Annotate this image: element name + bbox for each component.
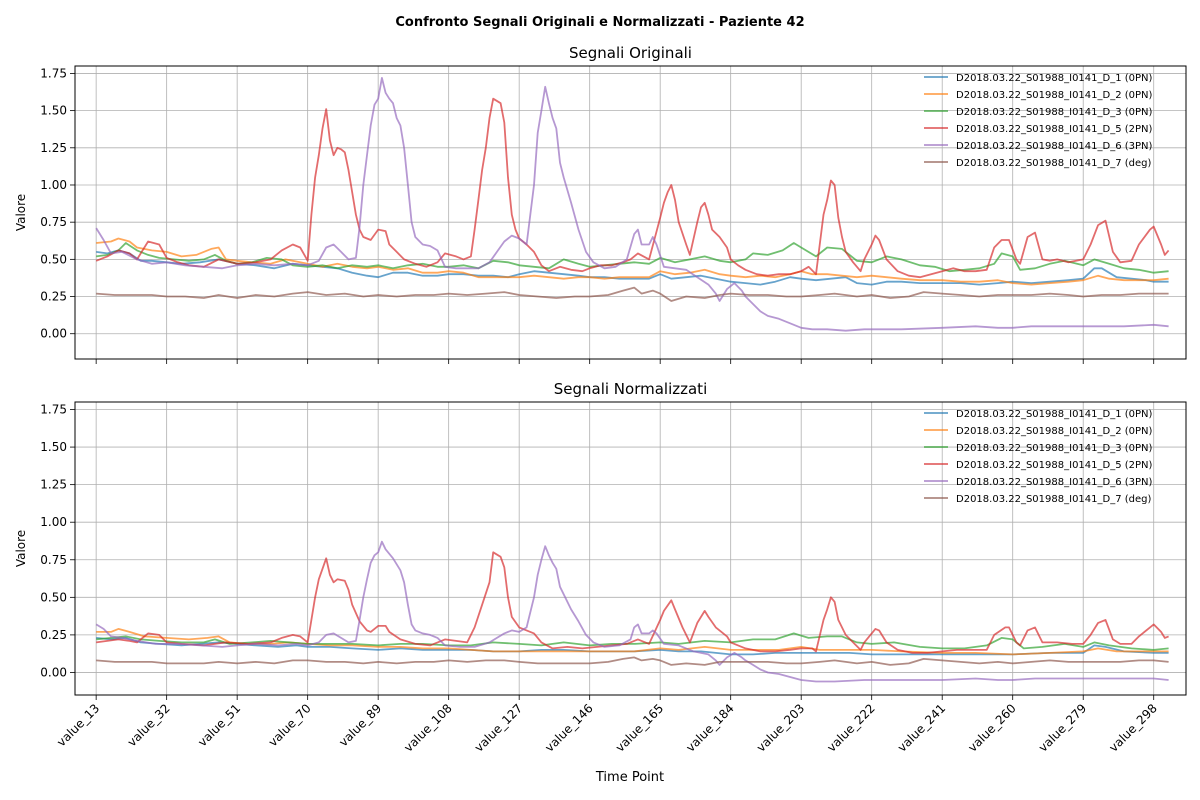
series-line xyxy=(96,632,1169,651)
x-tick-label: value_32 xyxy=(125,701,173,749)
legend-label: D2018.03.22_S01988_I0141_D_2 (0PN) xyxy=(956,426,1153,437)
series-line xyxy=(96,656,1169,666)
x-tick-label: value_70 xyxy=(266,701,314,749)
series-line xyxy=(96,551,1169,654)
legend-label: D2018.03.22_S01988_I0141_D_7 (deg) xyxy=(956,158,1152,169)
x-tick-label: value_260 xyxy=(965,701,1019,755)
x-tick-label: value_89 xyxy=(336,701,384,749)
series-line xyxy=(96,628,1169,656)
panel-title: Segnali Originali xyxy=(569,44,692,62)
x-tick-label: value_184 xyxy=(683,701,737,755)
plot-frame xyxy=(74,65,1187,360)
legend: D2018.03.22_S01988_I0141_D_1 (0PN) D2018.… xyxy=(924,73,1153,169)
legend-label: D2018.03.22_S01988_I0141_D_5 (2PN) xyxy=(956,124,1153,135)
x-tick-label: value_241 xyxy=(895,701,949,755)
y-tick-label: 0.25 xyxy=(40,290,67,304)
legend-label: D2018.03.22_S01988_I0141_D_6 (3PN) xyxy=(956,477,1153,488)
panel-normalized-signals: Segnali Normalizzati Valore 0.00 0.25 0.50 0.… xyxy=(14,380,1187,700)
series-line xyxy=(95,77,1169,332)
legend-label: D2018.03.22_S01988_I0141_D_3 (0PN) xyxy=(956,107,1153,118)
y-tick-label: 0.75 xyxy=(40,553,67,567)
grid: 0.00 0.25 0.50 0.75 1.00 1.25 1.50 1.75 xyxy=(40,66,1186,364)
y-tick-label: 0.75 xyxy=(40,215,67,229)
y-tick-label: 1.75 xyxy=(40,66,67,80)
y-tick-label: 1.50 xyxy=(40,440,67,454)
panel-title: Segnali Normalizzati xyxy=(554,380,708,398)
y-axis-label: Valore xyxy=(14,194,28,231)
x-tick-label: value_13 xyxy=(54,701,102,749)
series-line xyxy=(96,249,1169,286)
legend-label: D2018.03.22_S01988_I0141_D_5 (2PN) xyxy=(956,460,1153,471)
panel-original-signals: Segnali Originali Valore 0.00 0.25 0.50 0.75 1… xyxy=(14,44,1187,364)
x-tick-label: value_298 xyxy=(1106,701,1160,755)
y-tick-label: 0.50 xyxy=(40,252,67,266)
shared-x-axis: value_13 value_32 value_51 value_70 value_89… xyxy=(54,701,1160,755)
series-line xyxy=(96,286,1169,302)
x-tick-label: value_146 xyxy=(542,701,596,755)
legend-label: D2018.03.22_S01988_I0141_D_1 (0PN) xyxy=(956,409,1153,420)
y-tick-label: 1.25 xyxy=(40,478,67,492)
y-tick-label: 0.50 xyxy=(40,590,67,604)
legend-label: D2018.03.22_S01988_I0141_D_7 (deg) xyxy=(956,494,1152,505)
y-tick-label: 0.25 xyxy=(40,628,67,642)
series-line xyxy=(95,97,1170,279)
y-tick-label: 1.25 xyxy=(40,141,67,155)
legend-label: D2018.03.22_S01988_I0141_D_2 (0PN) xyxy=(956,90,1153,101)
series-line xyxy=(95,540,1169,683)
y-tick-label: 1.00 xyxy=(40,178,67,192)
x-tick-label: value_127 xyxy=(472,701,526,755)
legend-label: D2018.03.22_S01988_I0141_D_1 (0PN) xyxy=(956,73,1153,84)
series-lines xyxy=(95,540,1169,683)
x-axis-label: Time Point xyxy=(595,770,664,785)
plot-frame xyxy=(74,401,1187,696)
x-tick-label: value_203 xyxy=(754,701,808,755)
figure-suptitle: Confronto Segnali Originali e Normalizza… xyxy=(395,15,804,30)
legend-label: D2018.03.22_S01988_I0141_D_3 (0PN) xyxy=(956,443,1153,454)
legend-label: D2018.03.22_S01988_I0141_D_6 (3PN) xyxy=(956,141,1153,152)
y-tick-label: 0.00 xyxy=(40,327,67,341)
y-tick-label: 1.75 xyxy=(40,403,67,417)
legend: D2018.03.22_S01988_I0141_D_1 (0PN) D2018.… xyxy=(924,409,1153,505)
series-lines xyxy=(95,77,1170,332)
x-tick-label: value_51 xyxy=(195,701,243,749)
x-tick-label: value_222 xyxy=(824,701,878,755)
y-tick-label: 1.00 xyxy=(40,515,67,529)
y-tick-label: 0.00 xyxy=(40,665,67,679)
x-tick-label: value_279 xyxy=(1036,701,1090,755)
series-line xyxy=(96,237,1169,286)
y-axis-label: Valore xyxy=(14,530,28,567)
x-tick-label: value_165 xyxy=(613,701,667,755)
y-tick-label: 1.50 xyxy=(40,104,67,118)
x-tick-label: value_108 xyxy=(401,701,455,755)
